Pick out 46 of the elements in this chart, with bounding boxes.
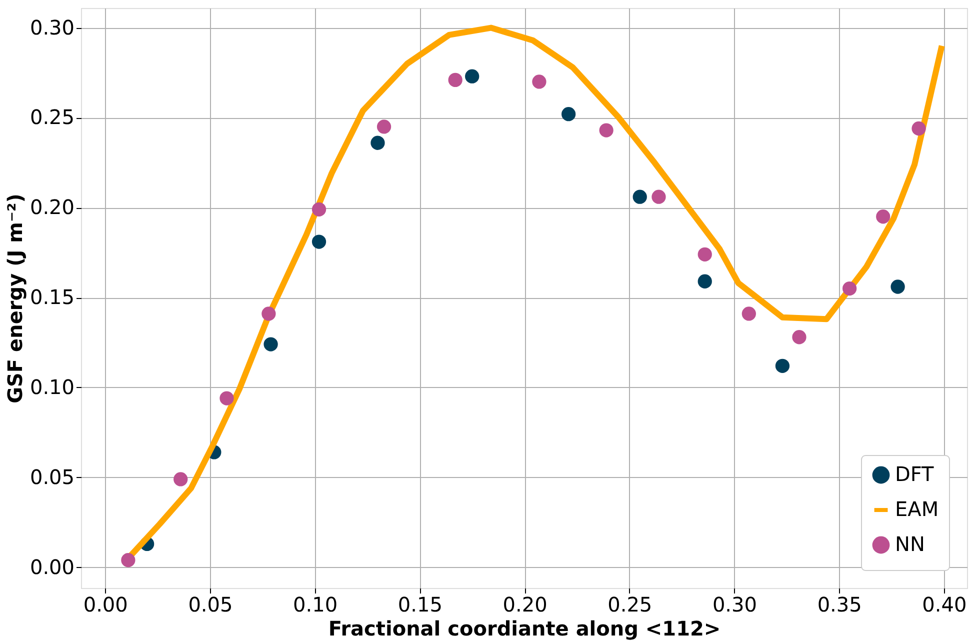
y-tick-label: 0.00 xyxy=(30,554,74,579)
point xyxy=(121,553,136,568)
point xyxy=(652,190,666,204)
x-tick-label: 0.35 xyxy=(817,592,862,616)
point xyxy=(698,274,712,288)
point xyxy=(312,202,326,216)
point xyxy=(376,120,392,134)
legend-label: DFT xyxy=(895,462,935,486)
point xyxy=(448,72,462,87)
point xyxy=(912,121,926,136)
point xyxy=(842,282,857,296)
point xyxy=(792,330,806,344)
x-tick-label: 0.10 xyxy=(293,592,338,616)
y-tick-label: 0.20 xyxy=(30,195,74,220)
y-tick-label: 0.15 xyxy=(30,285,74,310)
point xyxy=(465,69,480,84)
legend-label: EAM xyxy=(895,497,939,521)
legend-label: NN xyxy=(895,532,925,556)
point xyxy=(370,136,385,150)
point xyxy=(632,190,647,204)
x-tick-label: 0.00 xyxy=(83,592,128,616)
point xyxy=(876,210,890,224)
x-tick-label: 0.30 xyxy=(712,592,757,616)
point xyxy=(775,358,790,373)
x-tick-label: 0.20 xyxy=(502,592,548,616)
x-tick-label: 0.05 xyxy=(188,592,233,616)
point xyxy=(890,280,905,294)
point xyxy=(742,306,756,321)
point xyxy=(698,247,712,262)
y-tick-label: 0.05 xyxy=(30,464,74,489)
x-tick-label: 0.25 xyxy=(608,592,652,616)
point xyxy=(174,472,188,486)
point xyxy=(220,391,234,406)
point xyxy=(312,234,326,249)
point xyxy=(599,123,614,138)
x-tick-label: 0.15 xyxy=(398,592,442,616)
x-axis-title: Fractional coordiante along <112> xyxy=(328,616,721,640)
x-tick-label: 0.40 xyxy=(922,592,967,616)
point xyxy=(532,74,546,89)
y-tick-label: 0.25 xyxy=(30,105,74,130)
y-axis-title: GSF energy (J m⁻²) xyxy=(2,194,27,404)
y-tick-label: 0.30 xyxy=(30,15,74,40)
point xyxy=(264,337,278,352)
y-tick-label: 0.10 xyxy=(30,374,74,399)
point xyxy=(262,306,276,321)
point xyxy=(561,107,576,122)
